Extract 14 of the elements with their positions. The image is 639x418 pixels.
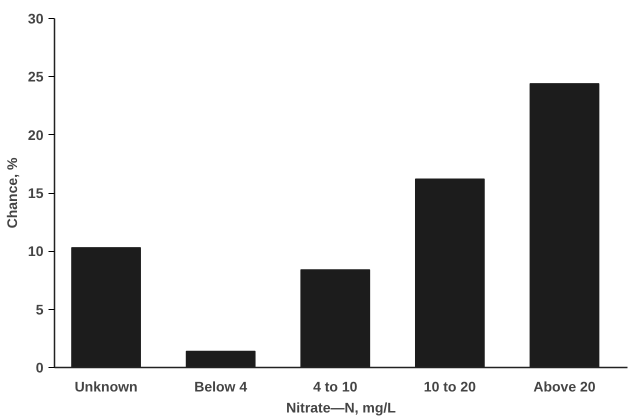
y-tick-label: 5 <box>36 301 44 318</box>
y-tick-label: 10 <box>28 243 44 260</box>
y-tick-label: 30 <box>28 10 44 26</box>
y-tick-label: 25 <box>28 68 44 85</box>
x-tick-label: 4 to 10 <box>313 378 358 394</box>
x-tick-label: Below 4 <box>194 378 248 394</box>
y-tick-label: 20 <box>28 126 44 143</box>
y-axis-title: Chance, % <box>4 157 20 228</box>
x-tick-label: 10 to 20 <box>424 378 476 394</box>
y-tick-label: 15 <box>28 185 44 201</box>
y-tick-label: 0 <box>36 360 44 376</box>
x-tick-label: Unknown <box>74 378 138 394</box>
x-tick-label: Above 20 <box>533 378 596 394</box>
x-axis-title: Nitrate—N, mg/L <box>286 400 396 416</box>
